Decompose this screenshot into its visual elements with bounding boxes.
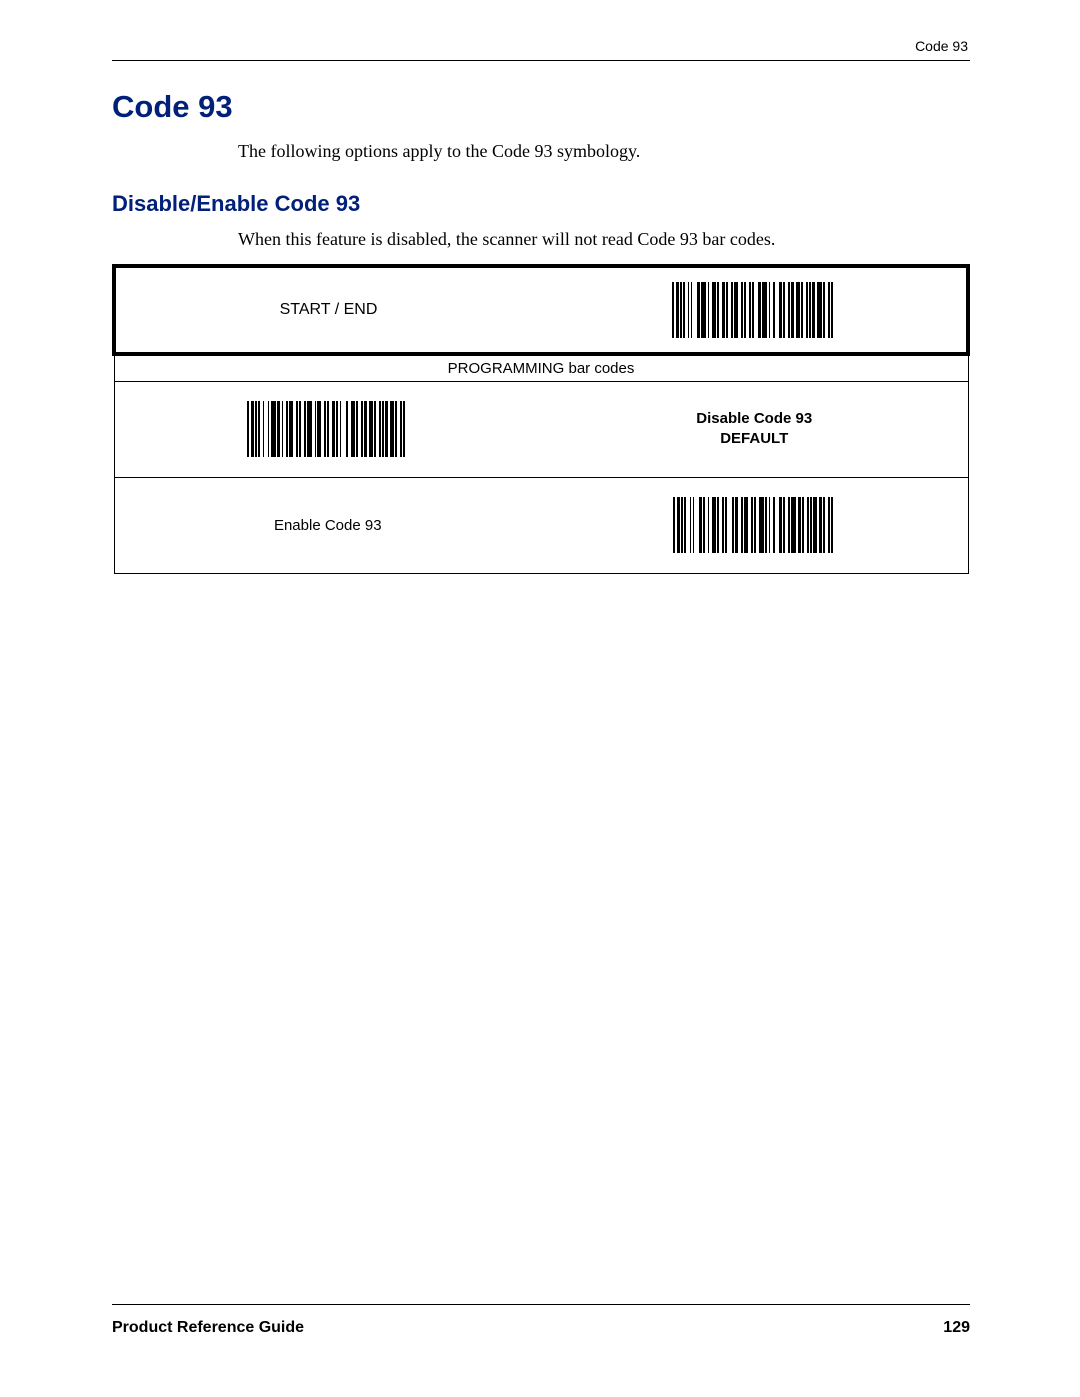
row-start-end: START / END bbox=[114, 266, 968, 354]
start-end-label: START / END bbox=[280, 301, 378, 319]
enable-label: Enable Code 93 bbox=[274, 517, 382, 534]
barcode-enable bbox=[673, 497, 836, 553]
programming-table: START / END PROGRAMMING bar codes bbox=[112, 264, 970, 574]
barcode-start-end bbox=[672, 282, 836, 338]
page-footer: Product Reference Guide 129 bbox=[112, 1304, 970, 1337]
sub-intro-text: When this feature is disabled, the scann… bbox=[238, 227, 970, 251]
heading-code93: Code 93 bbox=[112, 89, 970, 125]
intro-text: The following options apply to the Code … bbox=[238, 139, 970, 163]
header-rule bbox=[112, 60, 970, 61]
footer-page-number: 129 bbox=[943, 1319, 970, 1337]
disable-label: Disable Code 93 DEFAULT bbox=[696, 409, 812, 450]
row-enable: Enable Code 93 bbox=[114, 477, 968, 573]
page-content: Code 93 Code 93 The following options ap… bbox=[112, 38, 970, 574]
footer-guide: Product Reference Guide bbox=[112, 1319, 304, 1337]
programming-header-cell: PROGRAMMING bar codes bbox=[114, 354, 968, 382]
row-programming-header: PROGRAMMING bar codes bbox=[114, 354, 968, 382]
footer-rule bbox=[112, 1304, 970, 1305]
barcode-disable bbox=[247, 401, 408, 457]
heading-disable-enable: Disable/Enable Code 93 bbox=[112, 191, 970, 217]
running-header: Code 93 bbox=[112, 38, 970, 54]
row-disable: Disable Code 93 DEFAULT bbox=[114, 381, 968, 477]
